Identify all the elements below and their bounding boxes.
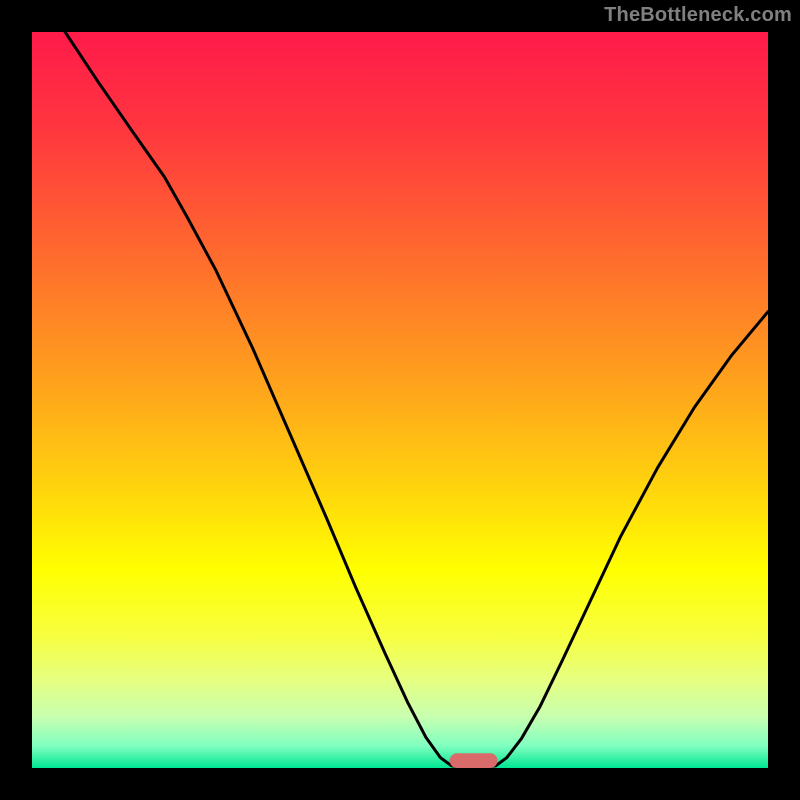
plot-area (32, 32, 768, 768)
chart-container: TheBottleneck.com (0, 0, 800, 800)
watermark-text: TheBottleneck.com (604, 4, 792, 27)
chart-svg (32, 32, 768, 768)
gradient-background (32, 32, 768, 768)
optimal-marker (450, 753, 498, 768)
